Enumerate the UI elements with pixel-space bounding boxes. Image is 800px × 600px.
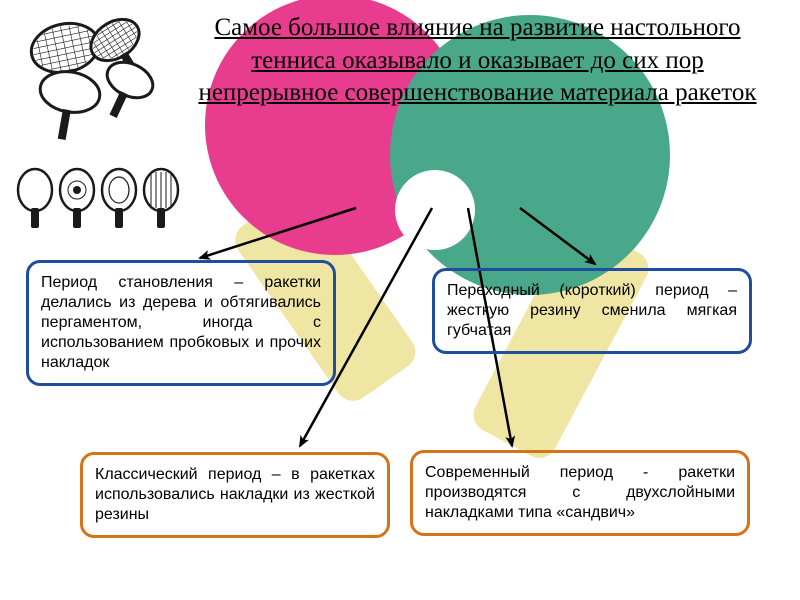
- period-box-modern: Современный период - ракетки производятс…: [410, 450, 750, 536]
- period-box-transitional: Переходный (короткий) период – жесткую р…: [432, 268, 752, 354]
- period-box-formation: Период становления – ракетки делались из…: [26, 260, 336, 386]
- page-title: Самое большое влияние на развитие настол…: [185, 12, 770, 110]
- period-box-classical: Классический период – в ракетках использ…: [80, 452, 390, 538]
- rackets-illustration: [10, 10, 190, 240]
